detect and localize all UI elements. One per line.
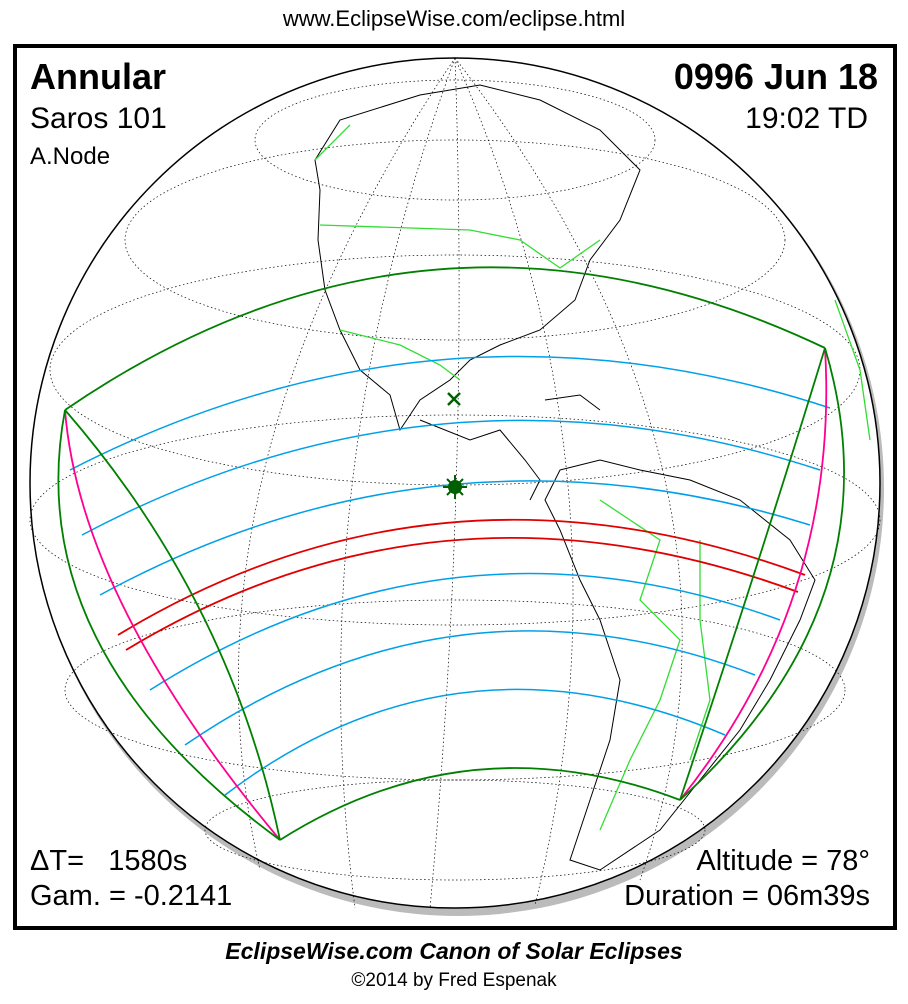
eclipse-type: Annular bbox=[30, 56, 167, 97]
source-url: www.EclipseWise.com/eclipse.html bbox=[282, 6, 626, 31]
gamma: Gam. = -0.2141 bbox=[30, 880, 233, 912]
penumbral-limits bbox=[57, 266, 845, 841]
graticule bbox=[29, 57, 881, 909]
eclipse-time: 19:02 TD bbox=[745, 102, 868, 135]
map-frame bbox=[13, 44, 897, 930]
greatest-eclipse-star-icon bbox=[443, 475, 467, 499]
rise-set-curves bbox=[64, 347, 828, 841]
hourly-lines bbox=[69, 355, 831, 796]
altitude: Altitude = 78° bbox=[696, 845, 870, 877]
canon-title: EclipseWise.com Canon of Solar Eclipses bbox=[225, 938, 683, 964]
eclipse-date: 0996 Jun 18 bbox=[673, 56, 878, 97]
saros-number: Saros 101 bbox=[30, 102, 167, 135]
political-borders bbox=[314, 124, 871, 831]
delta-t: ΔT= 1580s bbox=[30, 845, 188, 877]
copyright: ©2014 by Fred Espenak bbox=[351, 970, 557, 991]
central-path bbox=[117, 518, 806, 651]
coastlines bbox=[314, 84, 816, 871]
duration: Duration = 06m39s bbox=[624, 880, 870, 912]
node: A.Node bbox=[30, 143, 111, 170]
sub-solar-x-icon bbox=[447, 392, 461, 406]
